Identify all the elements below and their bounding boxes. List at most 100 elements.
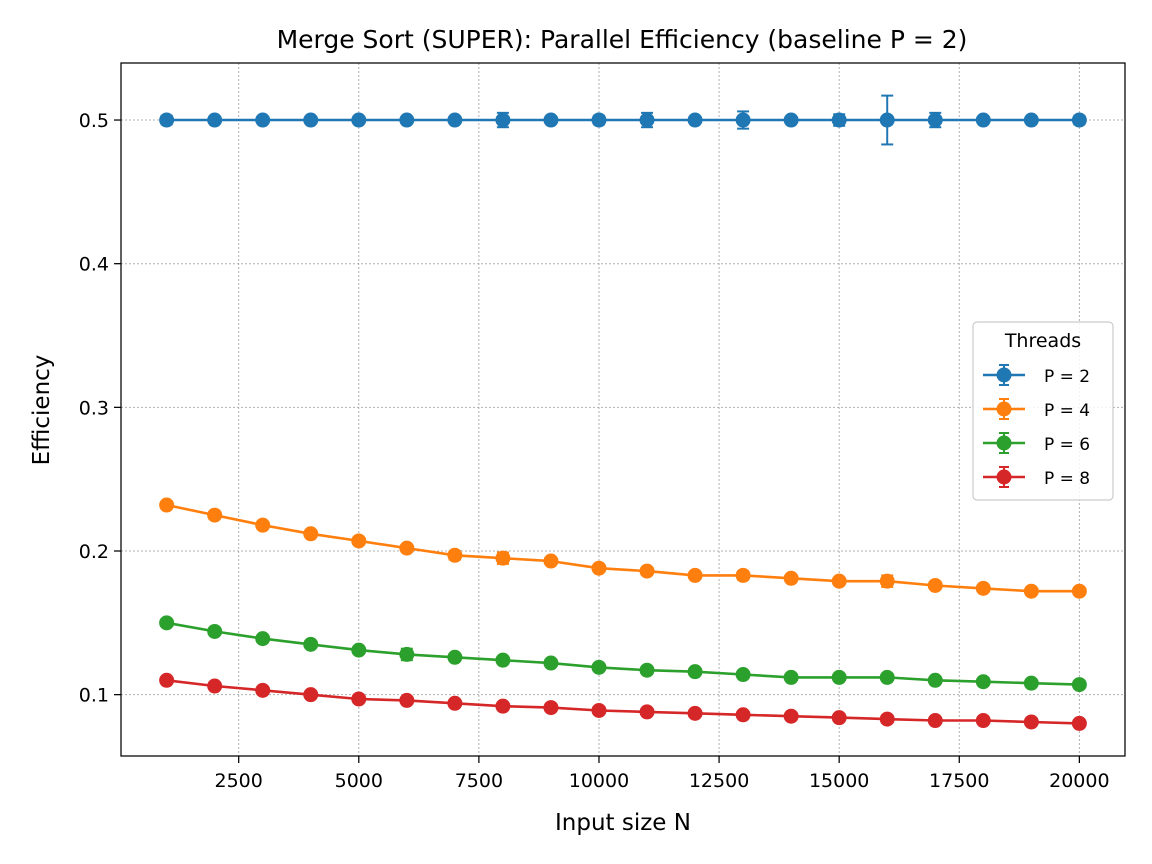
data-point bbox=[735, 112, 751, 128]
data-point bbox=[351, 112, 367, 128]
legend: Threads P = 2 P = 4 P = 6 P = 8 bbox=[972, 321, 1114, 501]
data-point bbox=[159, 497, 175, 513]
series-line bbox=[166, 621, 1080, 686]
data-point bbox=[1023, 675, 1039, 691]
data-point bbox=[591, 659, 607, 675]
x-tick-label: 20000 bbox=[1049, 770, 1109, 792]
data-point bbox=[399, 112, 415, 128]
x-tick-label: 15000 bbox=[809, 770, 869, 792]
legend-entry: P = 8 bbox=[983, 466, 1090, 489]
data-point bbox=[879, 711, 895, 727]
data-point bbox=[159, 112, 175, 128]
data-point bbox=[1023, 714, 1039, 730]
legend-entries: P = 2 P = 4 P = 6 P = 8 bbox=[983, 364, 1090, 489]
series-2 bbox=[159, 497, 1087, 599]
data-point bbox=[783, 570, 799, 586]
data-point bbox=[927, 672, 943, 688]
data-point bbox=[1071, 715, 1087, 731]
data-point bbox=[303, 636, 319, 652]
data-point bbox=[303, 687, 319, 703]
data-point bbox=[1023, 583, 1039, 599]
series-layer bbox=[159, 94, 1087, 731]
y-tick-label: 0.1 bbox=[79, 685, 109, 707]
legend-entry: P = 2 bbox=[983, 364, 1090, 387]
legend-label: P = 8 bbox=[1044, 469, 1090, 489]
data-point bbox=[351, 691, 367, 707]
data-point bbox=[639, 662, 655, 678]
data-point bbox=[159, 672, 175, 688]
x-tick-label: 17500 bbox=[929, 770, 989, 792]
data-point bbox=[255, 631, 271, 647]
data-point bbox=[927, 112, 943, 128]
data-point bbox=[975, 580, 991, 596]
data-point bbox=[351, 642, 367, 658]
series-line bbox=[166, 503, 1080, 593]
data-point bbox=[687, 664, 703, 680]
legend-marker bbox=[996, 367, 1012, 383]
data-point bbox=[831, 112, 847, 128]
x-tick-label: 2500 bbox=[215, 770, 263, 792]
y-axis-label: Efficiency bbox=[29, 355, 55, 466]
data-point bbox=[447, 695, 463, 711]
data-point bbox=[255, 682, 271, 698]
data-point bbox=[399, 692, 415, 708]
legend-box bbox=[972, 321, 1114, 501]
data-point bbox=[543, 112, 559, 128]
data-point bbox=[639, 704, 655, 720]
data-point bbox=[255, 112, 271, 128]
y-tick-label: 0.2 bbox=[79, 541, 109, 563]
data-point bbox=[879, 573, 895, 589]
legend-label: P = 2 bbox=[1044, 367, 1090, 387]
data-point bbox=[1023, 112, 1039, 128]
data-point bbox=[879, 112, 895, 128]
data-point bbox=[447, 112, 463, 128]
data-point bbox=[591, 112, 607, 128]
data-point bbox=[591, 560, 607, 576]
data-point bbox=[399, 540, 415, 556]
data-point bbox=[831, 710, 847, 726]
data-point bbox=[207, 623, 223, 639]
series-4 bbox=[159, 672, 1087, 731]
data-point bbox=[975, 112, 991, 128]
y-tick-label: 0.3 bbox=[79, 397, 109, 419]
data-point bbox=[927, 577, 943, 593]
data-point bbox=[639, 112, 655, 128]
data-point bbox=[207, 112, 223, 128]
data-point bbox=[495, 698, 511, 714]
x-axis-label: Input size N bbox=[555, 810, 691, 836]
legend-marker bbox=[996, 469, 1012, 485]
data-point bbox=[159, 615, 175, 631]
data-point bbox=[975, 674, 991, 690]
data-point bbox=[639, 563, 655, 579]
legend-entry: P = 6 bbox=[983, 432, 1090, 455]
x-tick-label: 10000 bbox=[569, 770, 629, 792]
data-point bbox=[1071, 583, 1087, 599]
data-point bbox=[735, 567, 751, 583]
data-point bbox=[975, 713, 991, 729]
data-point bbox=[879, 669, 895, 685]
data-point bbox=[399, 646, 415, 662]
series-line bbox=[166, 679, 1080, 725]
legend-entry: P = 4 bbox=[983, 398, 1090, 421]
x-tick-label: 7500 bbox=[455, 770, 503, 792]
data-point bbox=[735, 707, 751, 723]
legend-marker bbox=[996, 435, 1012, 451]
data-point bbox=[783, 669, 799, 685]
chart-title: Merge Sort (SUPER): Parallel Efficiency … bbox=[277, 25, 968, 54]
data-point bbox=[495, 652, 511, 668]
y-tick-label: 0.4 bbox=[79, 254, 109, 276]
plot-frame bbox=[120, 62, 1126, 757]
legend-marker bbox=[996, 401, 1012, 417]
data-point bbox=[831, 669, 847, 685]
data-point bbox=[351, 533, 367, 549]
legend-label: P = 4 bbox=[1044, 401, 1090, 421]
data-point bbox=[1071, 677, 1087, 693]
data-point bbox=[591, 702, 607, 718]
data-point bbox=[447, 547, 463, 563]
data-point bbox=[687, 567, 703, 583]
data-point bbox=[687, 112, 703, 128]
data-point bbox=[783, 112, 799, 128]
y-tick-label: 0.5 bbox=[79, 110, 109, 132]
data-point bbox=[543, 553, 559, 569]
